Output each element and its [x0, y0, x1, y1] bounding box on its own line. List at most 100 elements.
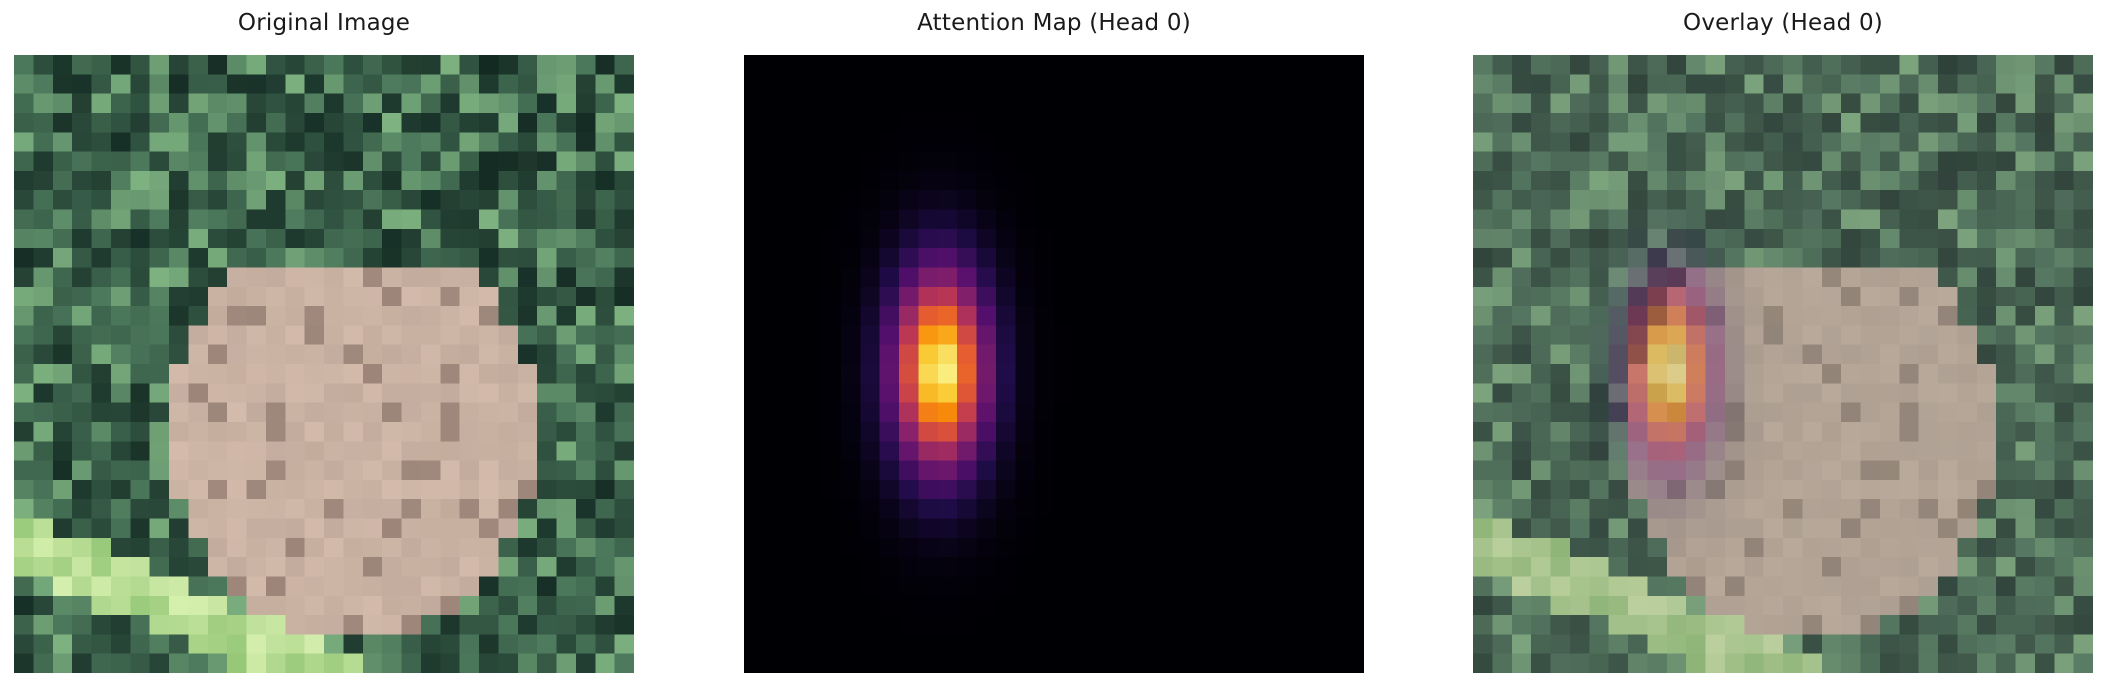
original-image-pixel: [188, 634, 209, 655]
overlay-pixel: [1763, 306, 1784, 326]
original-image-pixel: [498, 93, 519, 114]
attention-map-pixel: [1034, 325, 1055, 346]
overlay-pixel: [2054, 537, 2075, 558]
attention-map-pixel: [821, 499, 842, 520]
overlay-pixel: [1918, 132, 1939, 153]
overlay-pixel: [1957, 267, 1978, 288]
original-image-pixel: [14, 421, 34, 442]
original-image-pixel: [537, 190, 558, 211]
attention-map-pixel: [1189, 112, 1210, 133]
overlay-pixel: [2054, 615, 2075, 635]
original-image-pixel: [614, 170, 634, 191]
attention-map-pixel: [782, 248, 803, 269]
attention-map-pixel: [1015, 209, 1036, 230]
overlay-pixel: [1879, 93, 1900, 114]
attention-map-pixel: [763, 151, 784, 172]
attention-map-pixel: [957, 209, 978, 230]
attention-map-pixel: [763, 306, 784, 326]
overlay-pixel: [1724, 190, 1745, 211]
original-image-pixel: [459, 537, 480, 558]
original-image-pixel: [91, 653, 112, 673]
attention-map-pixel: [879, 402, 900, 423]
overlay-pixel: [1628, 402, 1648, 423]
overlay-pixel: [1550, 151, 1571, 172]
attention-map-pixel: [1189, 306, 1210, 326]
overlay-pixel: [2054, 112, 2075, 133]
attention-map-pixel: [1054, 383, 1074, 404]
overlay-pixel: [2034, 383, 2055, 404]
original-image-pixel: [343, 112, 364, 133]
overlay-pixel: [1473, 557, 1493, 578]
overlay-pixel: [1938, 55, 1958, 75]
overlay-pixel: [2054, 151, 2075, 172]
attention-map-pixel: [1150, 634, 1171, 655]
attention-map-pixel: [840, 151, 861, 172]
original-image-pixel: [52, 615, 73, 635]
attention-map-pixel: [782, 170, 803, 191]
overlay-pixel: [1976, 228, 1997, 249]
original-image-pixel: [265, 112, 286, 133]
attention-map-pixel: [995, 595, 1016, 616]
original-image-pixel: [52, 441, 73, 462]
attention-map-pixel: [1228, 344, 1249, 365]
original-image-pixel: [517, 112, 538, 133]
overlay-pixel: [1686, 421, 1707, 442]
overlay-pixel: [1705, 55, 1726, 75]
original-image-pixel: [498, 615, 519, 635]
original-image-pixel: [207, 460, 228, 481]
attention-map-pixel: [1267, 248, 1288, 269]
overlay-pixel: [1608, 383, 1629, 404]
overlay-pixel: [2054, 653, 2075, 673]
attention-map-pixel: [1228, 499, 1249, 520]
original-image-pixel: [595, 421, 616, 442]
overlay-pixel: [1511, 499, 1532, 520]
overlay-pixel: [1879, 248, 1900, 269]
attention-map-pixel: [744, 460, 764, 481]
overlay-pixel: [1918, 576, 1939, 597]
overlay-pixel: [1938, 306, 1958, 326]
original-image-pixel: [401, 306, 422, 326]
overlay-pixel: [1763, 228, 1784, 249]
original-image-pixel: [556, 267, 577, 288]
attention-map-pixel: [763, 93, 784, 114]
overlay-pixel: [1589, 634, 1610, 655]
original-image-pixel: [265, 518, 286, 539]
attention-map-pixel: [1189, 421, 1210, 442]
overlay-pixel: [1841, 209, 1862, 230]
original-image-pixel: [343, 576, 364, 597]
attention-map-pixel: [1228, 306, 1249, 326]
attention-map-pixel: [1247, 190, 1268, 211]
overlay-pixel: [1938, 170, 1958, 191]
original-image-pixel: [401, 190, 422, 211]
attention-map-pixel: [840, 74, 861, 95]
overlay-pixel: [1976, 325, 1997, 346]
attention-map-pixel: [1209, 325, 1229, 346]
attention-map-pixel: [1131, 499, 1152, 520]
overlay-pixel: [1705, 479, 1726, 500]
original-image-pixel: [52, 557, 73, 578]
original-image-pixel: [459, 479, 480, 500]
original-image-pixel: [149, 267, 170, 288]
overlay-pixel: [1763, 364, 1784, 384]
attention-map-pixel: [1344, 170, 1364, 191]
original-image-pixel: [169, 479, 189, 500]
original-image-pixel: [498, 383, 519, 404]
overlay-pixel: [2034, 228, 2055, 249]
original-image-pixel: [479, 228, 499, 249]
overlay-pixel: [1841, 132, 1862, 153]
attention-map-pixel: [1189, 499, 1210, 520]
overlay-pixel: [1724, 499, 1745, 520]
attention-map-pixel: [976, 557, 997, 578]
overlay-pixel: [1918, 112, 1939, 133]
original-image-pixel: [72, 479, 93, 500]
original-image-pixel: [575, 364, 596, 384]
original-image-pixel: [420, 93, 441, 114]
original-image-pixel: [382, 615, 403, 635]
attention-map-pixel: [1267, 306, 1288, 326]
attention-map-pixel: [1344, 344, 1364, 365]
original-image-pixel: [575, 267, 596, 288]
attention-map-pixel: [744, 55, 764, 75]
overlay-pixel: [1841, 653, 1862, 673]
original-image-pixel: [304, 499, 325, 520]
overlay-pixel: [1996, 615, 2017, 635]
